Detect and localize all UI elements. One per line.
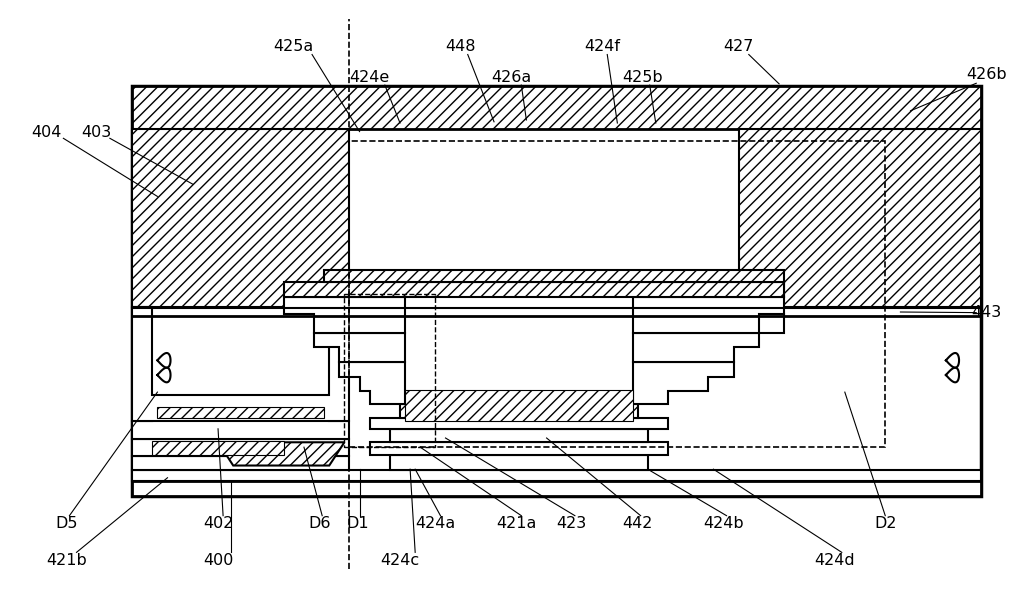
- Polygon shape: [284, 297, 405, 333]
- Polygon shape: [632, 297, 784, 333]
- Polygon shape: [132, 408, 349, 440]
- Bar: [132, 470, 982, 481]
- Bar: [738, 282, 784, 297]
- Text: D6: D6: [308, 516, 330, 531]
- Text: 424c: 424c: [381, 553, 419, 568]
- Text: 424f: 424f: [585, 39, 620, 54]
- Bar: [400, 405, 637, 418]
- Text: 421b: 421b: [46, 553, 87, 568]
- Text: 426b: 426b: [966, 67, 1007, 82]
- Text: D1: D1: [346, 516, 369, 531]
- Polygon shape: [314, 333, 405, 362]
- Bar: [370, 442, 668, 454]
- Text: 424b: 424b: [703, 516, 744, 531]
- Bar: [132, 456, 349, 470]
- Text: 400: 400: [203, 553, 233, 568]
- Bar: [132, 86, 982, 129]
- Text: 421a: 421a: [496, 516, 537, 531]
- Polygon shape: [132, 306, 349, 421]
- Bar: [132, 86, 982, 496]
- Bar: [349, 142, 885, 447]
- Bar: [738, 314, 784, 333]
- Text: 443: 443: [971, 305, 1002, 320]
- Bar: [390, 454, 647, 470]
- Bar: [390, 429, 647, 442]
- Bar: [132, 481, 982, 496]
- Text: 404: 404: [31, 124, 62, 140]
- Text: D2: D2: [874, 516, 897, 531]
- Bar: [324, 270, 784, 282]
- Text: 442: 442: [622, 516, 652, 531]
- Text: 423: 423: [557, 516, 587, 531]
- Bar: [738, 129, 982, 306]
- Polygon shape: [632, 362, 733, 405]
- Polygon shape: [339, 362, 405, 405]
- Bar: [132, 129, 349, 306]
- Bar: [284, 282, 784, 297]
- Bar: [157, 407, 324, 418]
- Text: 425b: 425b: [622, 70, 663, 85]
- Text: 402: 402: [203, 516, 233, 531]
- Text: 448: 448: [446, 39, 476, 54]
- Text: 403: 403: [82, 124, 111, 140]
- Text: 424a: 424a: [415, 516, 456, 531]
- Text: 427: 427: [723, 39, 754, 54]
- Bar: [344, 294, 436, 447]
- Bar: [405, 390, 632, 421]
- Text: 425a: 425a: [274, 39, 314, 54]
- Text: 426a: 426a: [491, 70, 532, 85]
- Polygon shape: [632, 333, 759, 362]
- Text: 424e: 424e: [349, 70, 390, 85]
- Text: D5: D5: [55, 516, 78, 531]
- Text: 424d: 424d: [814, 553, 855, 568]
- Bar: [132, 440, 349, 456]
- Bar: [152, 441, 284, 454]
- Bar: [370, 418, 668, 429]
- Polygon shape: [218, 442, 344, 465]
